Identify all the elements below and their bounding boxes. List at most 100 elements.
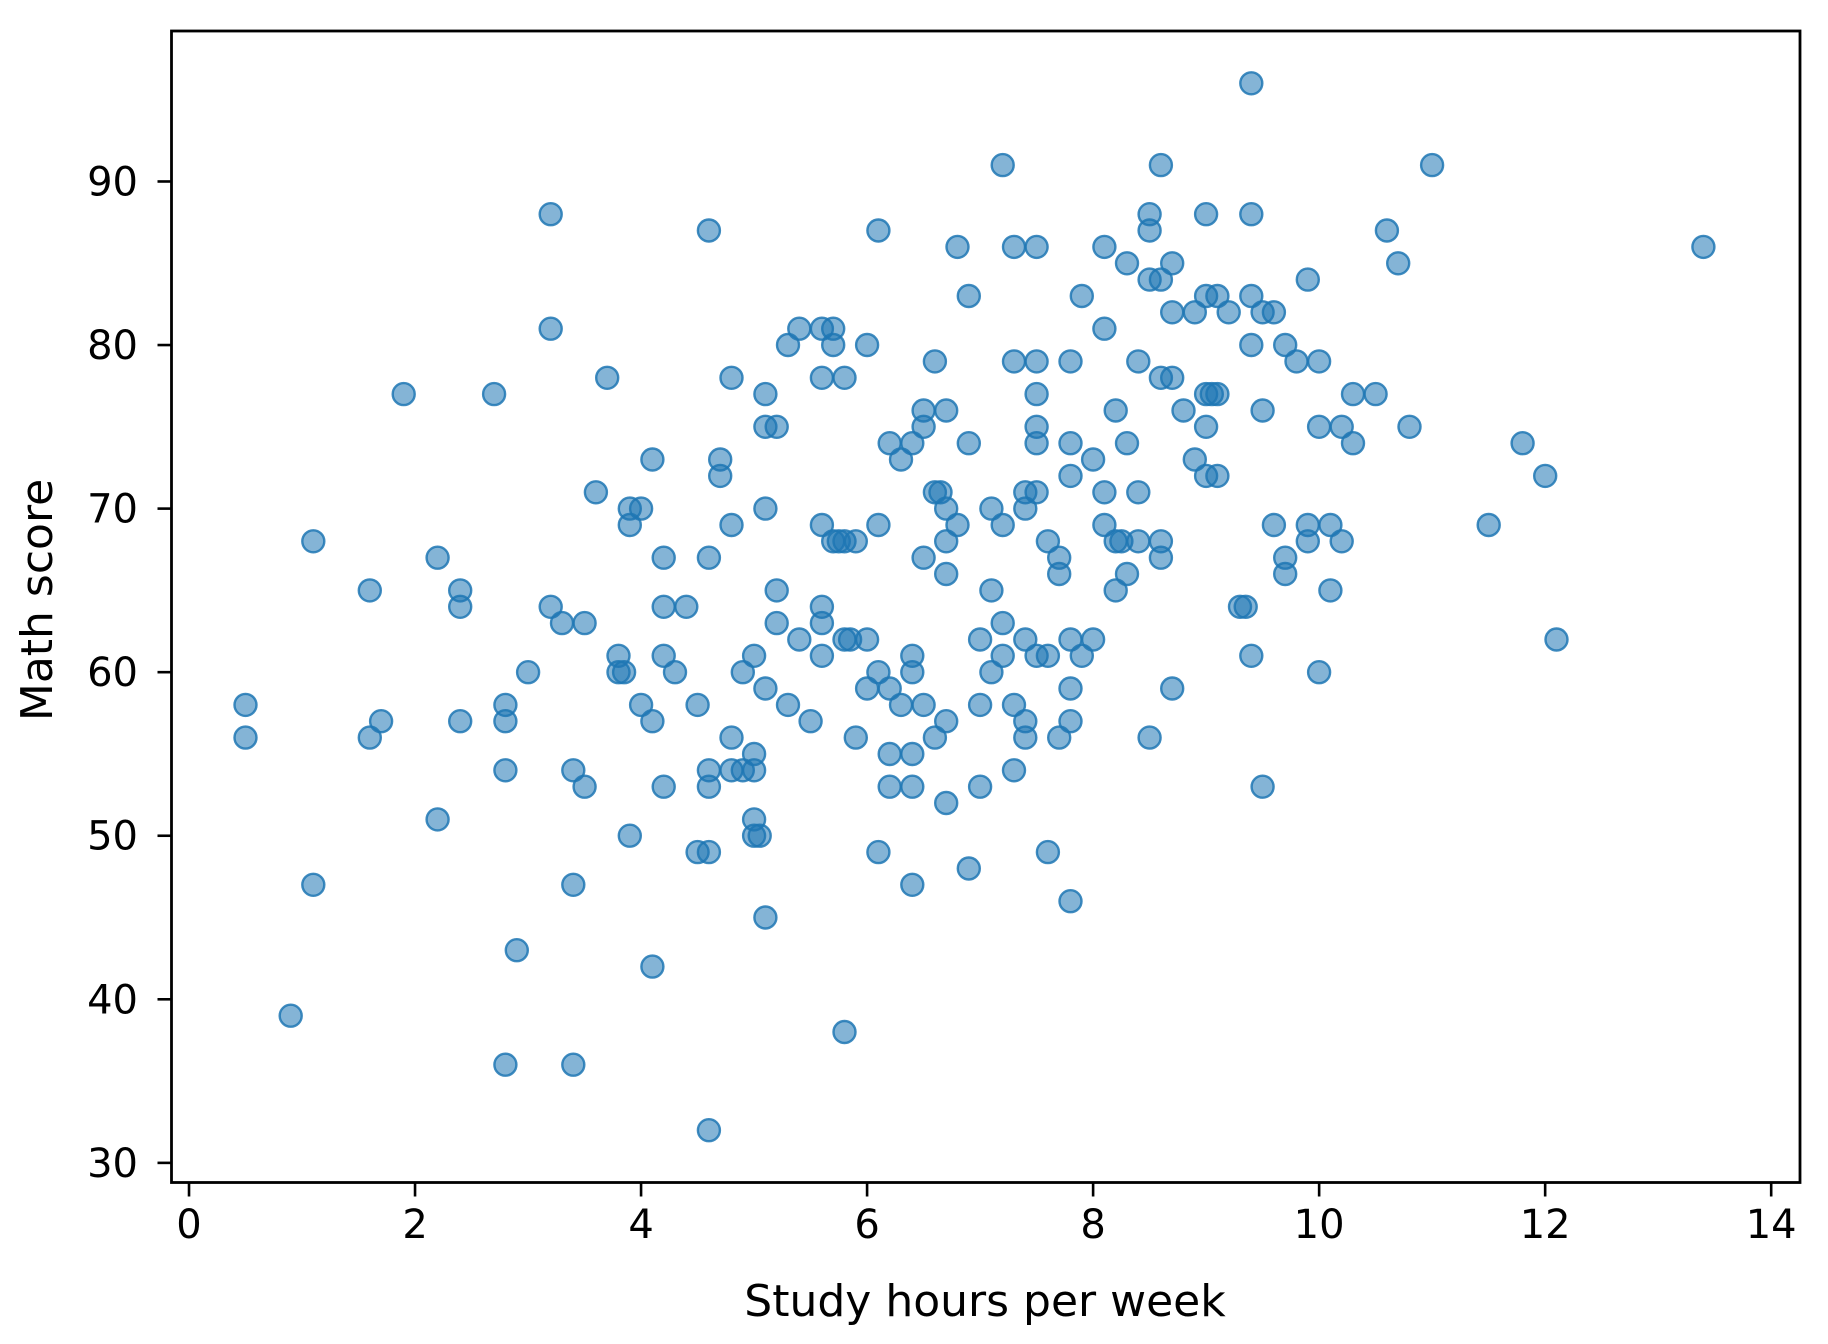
data-point <box>1216 300 1241 325</box>
data-point <box>640 447 665 472</box>
data-point <box>888 692 914 718</box>
data-point <box>1137 218 1162 243</box>
data-point <box>685 692 710 718</box>
data-point <box>956 283 981 309</box>
data-point <box>719 725 744 750</box>
data-point <box>1295 267 1321 292</box>
data-point <box>538 594 563 619</box>
data-point <box>1046 561 1072 587</box>
x-tick-label: 6 <box>854 1202 879 1248</box>
data-point <box>1419 152 1445 178</box>
data-point <box>1058 676 1083 701</box>
data-point <box>979 496 1004 521</box>
data-point <box>934 709 959 734</box>
data-point <box>696 545 722 570</box>
data-point <box>1544 627 1569 652</box>
data-point <box>956 856 981 881</box>
data-point <box>1385 251 1411 276</box>
data-point <box>481 381 507 407</box>
data-point <box>233 725 258 750</box>
data-point <box>1182 300 1208 325</box>
data-point <box>1114 561 1140 587</box>
data-point <box>866 839 891 865</box>
data-point <box>1080 627 1106 652</box>
data-point <box>990 610 1015 636</box>
data-point <box>934 496 959 521</box>
data-point <box>809 643 835 668</box>
data-point <box>1239 71 1264 96</box>
data-point <box>945 234 970 260</box>
data-point <box>753 496 778 521</box>
data-point <box>1092 316 1117 341</box>
data-point <box>1261 300 1287 325</box>
data-point <box>900 774 925 799</box>
data-point <box>674 594 699 619</box>
data-point <box>1103 578 1128 603</box>
data-point <box>1024 480 1049 505</box>
y-tick-label: 60 <box>87 650 138 696</box>
data-point <box>877 774 902 799</box>
data-point <box>1374 218 1400 243</box>
data-point <box>956 431 981 456</box>
scatter-points <box>233 71 1716 1143</box>
data-point <box>1329 529 1354 554</box>
data-point <box>1306 349 1332 374</box>
data-point <box>1001 758 1027 783</box>
data-point <box>934 398 959 423</box>
data-point <box>854 627 880 652</box>
data-point <box>1272 332 1298 358</box>
data-point <box>1233 594 1258 619</box>
data-point <box>1476 512 1501 538</box>
data-point <box>877 676 902 701</box>
data-point <box>866 218 891 243</box>
data-point <box>561 872 586 897</box>
data-point <box>1001 234 1027 260</box>
data-point <box>493 758 518 783</box>
data-point <box>696 1117 722 1143</box>
data-point <box>753 381 778 407</box>
data-point <box>911 692 936 718</box>
data-point <box>1058 431 1083 456</box>
data-point <box>775 332 801 358</box>
data-point <box>628 496 654 521</box>
data-point <box>504 938 529 963</box>
data-point <box>979 660 1004 685</box>
data-point <box>730 660 755 685</box>
data-point <box>572 774 597 799</box>
data-point <box>809 610 835 636</box>
data-point <box>561 758 586 783</box>
data-point <box>1069 283 1095 309</box>
data-point <box>1159 365 1185 390</box>
data-point <box>425 545 450 570</box>
x-axis: 0 2 4 6 8 10 12 14 <box>176 1182 1797 1248</box>
data-point <box>911 414 936 439</box>
data-point <box>1318 512 1343 538</box>
data-point <box>1001 692 1027 718</box>
data-point <box>1058 709 1083 734</box>
y-tick-label: 90 <box>87 159 138 205</box>
x-tick-label: 8 <box>1080 1202 1105 1248</box>
data-point <box>1284 349 1309 374</box>
data-point <box>1092 480 1117 505</box>
data-point <box>832 1019 857 1045</box>
data-point <box>990 512 1015 538</box>
data-point <box>866 512 891 538</box>
data-point <box>764 414 789 439</box>
data-point <box>990 643 1015 668</box>
data-point <box>1013 725 1038 750</box>
data-point <box>1510 431 1535 456</box>
data-point <box>595 365 620 390</box>
data-point <box>854 676 880 701</box>
data-point <box>1001 349 1027 374</box>
x-tick-label: 14 <box>1746 1202 1797 1248</box>
data-point <box>1035 643 1061 668</box>
data-point <box>719 365 744 390</box>
data-point <box>1340 431 1366 456</box>
data-point <box>809 512 835 538</box>
data-point <box>1035 839 1061 865</box>
data-point <box>1092 512 1117 538</box>
data-point <box>1363 381 1388 407</box>
data-point <box>1148 545 1174 570</box>
